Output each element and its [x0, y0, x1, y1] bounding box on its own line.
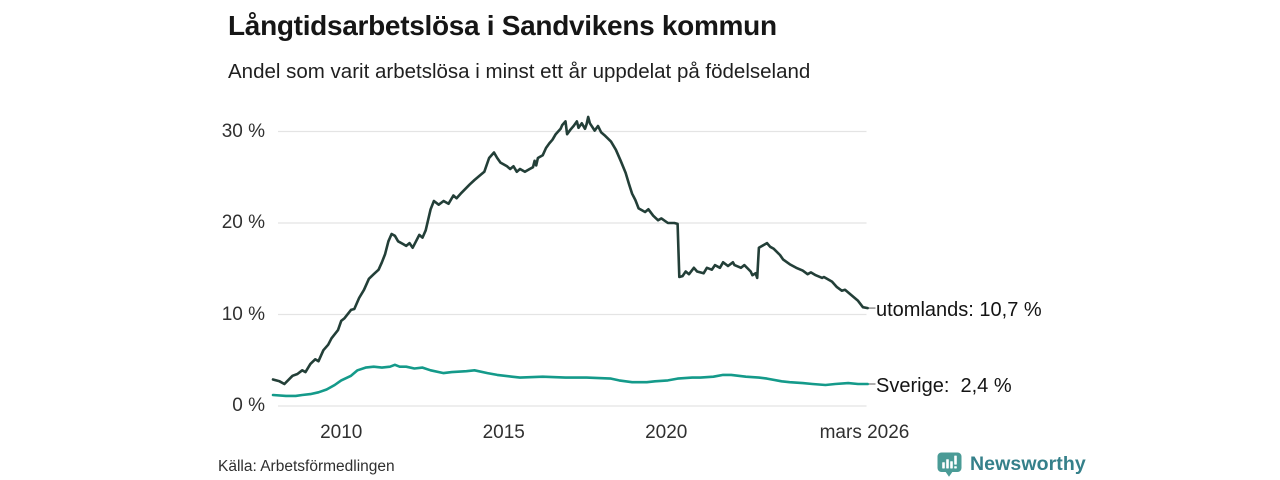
page-title: Långtidsarbetslösa i Sandvikens kommun: [228, 10, 777, 41]
series-line-utomlands: [271, 115, 870, 386]
newsworthy-logo: Newsworthy: [936, 451, 1086, 478]
x-axis-tick-label: 2020: [645, 422, 688, 443]
y-axis-tick-label: 30 %: [221, 120, 265, 142]
chart-plot: [271, 115, 876, 407]
bar-chart-bubble-icon: [937, 452, 962, 477]
x-axis-tick-label: 2010: [320, 422, 363, 443]
x-axis-tick-label: mars 2026: [819, 422, 910, 443]
series-line-sverige: [271, 363, 870, 398]
series-end-label-sverige: Sverige: 2,4 %: [876, 375, 1012, 397]
y-axis-tick-label: 0 %: [232, 395, 265, 416]
y-axis-tick-label: 10 %: [221, 303, 265, 325]
source-note: Källa: Arbetsförmedlingen: [218, 458, 395, 475]
y-axis-tick-label: 20 %: [221, 212, 265, 233]
series-end-label-utomlands: utomlands: 10,7 %: [876, 299, 1042, 321]
x-axis-tick-label: 2015: [482, 422, 525, 443]
chart-subtitle: Andel som varit arbetslösa i minst ett å…: [228, 60, 811, 83]
newsworthy-wordmark: Newsworthy: [970, 453, 1086, 475]
